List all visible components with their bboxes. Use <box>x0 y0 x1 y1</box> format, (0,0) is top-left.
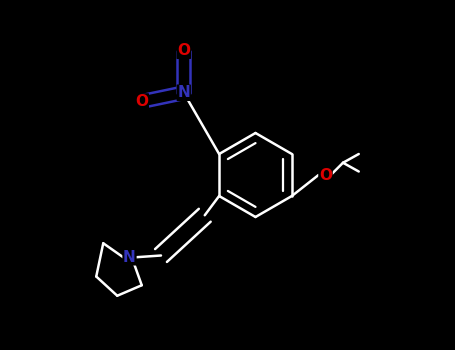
Text: N: N <box>123 250 136 265</box>
Text: N: N <box>177 85 190 100</box>
Text: O: O <box>319 168 332 182</box>
Text: O: O <box>177 43 190 58</box>
Text: O: O <box>135 94 148 109</box>
